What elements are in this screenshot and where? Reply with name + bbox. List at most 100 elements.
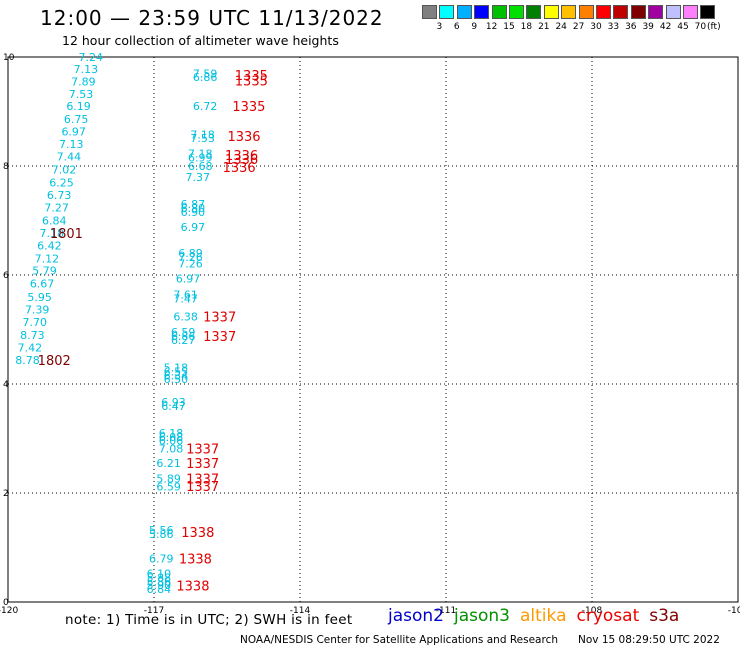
wave-height-value: 6.93 <box>161 396 186 409</box>
wave-height-value: 6.08 <box>159 431 184 444</box>
pass-number-label: 1338 <box>181 526 214 541</box>
color-scale-tick: 70 <box>694 22 707 32</box>
y-tick-label: 0 <box>3 598 9 608</box>
wave-height-value: 7.18 <box>190 128 215 141</box>
wave-height-value: 6.59 <box>171 326 196 339</box>
wave-height-value: 6.25 <box>49 176 74 189</box>
color-scale-tick: 9 <box>471 22 478 32</box>
pass-number-label: 1335 <box>235 69 268 84</box>
pass-number-label: 1336 <box>225 153 258 168</box>
x-tick-label: -120 <box>0 606 18 616</box>
wave-height-value: 6.79 <box>149 552 174 565</box>
color-scale-tick: 27 <box>572 22 585 32</box>
wave-height-value: 7.18 <box>188 147 213 160</box>
pass-number-label: 1335 <box>235 74 268 89</box>
color-swatch <box>456 5 472 19</box>
wave-height-value: 6.21 <box>156 457 181 470</box>
wave-height-value: 8.73 <box>20 329 45 342</box>
color-swatch <box>578 5 594 19</box>
pass-number-label: 1337 <box>186 472 219 487</box>
color-swatch <box>422 5 437 19</box>
x-tick-label: -117 <box>144 606 164 616</box>
color-scale-tick: 36 <box>625 22 637 32</box>
pass-number-label: 1338 <box>176 580 209 595</box>
wave-height-value: 6.10 <box>147 568 172 581</box>
wave-height-value: 6.90 <box>181 206 206 219</box>
color-scale-tick: 18 <box>520 22 533 32</box>
color-scale-tick: 3 <box>436 22 443 32</box>
wave-height-value: 6.86 <box>193 71 218 84</box>
wave-height-value: 6.34 <box>164 369 189 382</box>
pass-number-label: 1336 <box>227 130 260 145</box>
x-tick-label: -111 <box>436 606 456 616</box>
wave-height-value: 7.61 <box>173 289 198 302</box>
pass-number-label: 1336 <box>223 161 256 176</box>
y-tick-label: 10 <box>3 53 15 63</box>
axis-ticks: -120 -117 -114 -111 -108 -105 0 2 4 6 8 10 <box>0 53 740 616</box>
page-title: 12:00 — 23:59 UTC 11/13/2022 <box>40 6 384 30</box>
mission-legend-item: altika <box>520 606 567 626</box>
pass-number-label: 1801 <box>50 227 83 242</box>
credit-text: NOAA/NESDIS Center for Satellite Applica… <box>240 634 558 646</box>
color-swatch <box>683 5 698 19</box>
y-tick-label: 2 <box>3 489 9 499</box>
pass-number-label: 1338 <box>179 552 212 567</box>
y-tick-label: 6 <box>3 271 9 281</box>
wave-height-value: 7.47 <box>173 292 198 305</box>
wave-height-value: 7.26 <box>178 251 203 264</box>
x-tick-label: -108 <box>582 606 603 616</box>
color-swatch <box>509 5 524 19</box>
wave-height-value: 5.56 <box>149 524 174 537</box>
wave-height-value: 7.53 <box>190 132 215 145</box>
color-swatch <box>439 5 455 19</box>
wave-height-value: 5.86 <box>149 528 174 541</box>
pass-labels: 1335133513351336133613361336133713371337… <box>38 69 268 595</box>
mission-legend-item: s3a <box>649 606 680 626</box>
wave-height-value: 5.95 <box>27 291 52 304</box>
wave-height-value: 7.39 <box>25 303 50 316</box>
wave-height-value: 6.75 <box>64 113 89 126</box>
wave-height-value: 6.97 <box>61 126 86 139</box>
pass-number-label: 1337 <box>203 330 236 345</box>
mission-legend-item: cryosat <box>576 606 640 626</box>
color-scale-tick: 39 <box>642 22 654 32</box>
color-scale-tick: 45 <box>677 22 689 32</box>
wave-height-value: 6.27 <box>171 334 196 347</box>
color-swatch <box>526 5 542 19</box>
y-tick-label: 4 <box>3 380 9 390</box>
color-swatch <box>613 5 629 19</box>
wave-height-value: 6.89 <box>178 247 203 260</box>
wave-height-value: 6.38 <box>173 310 198 323</box>
pass-number-label: 1802 <box>38 354 71 369</box>
pass-number-label: 1336 <box>225 149 258 164</box>
x-tick-label: -114 <box>290 606 311 616</box>
color-swatch <box>700 5 716 19</box>
color-swatch <box>665 5 681 19</box>
wave-height-value: 6.06 <box>159 435 184 448</box>
wave-height-value: 7.37 <box>186 171 211 184</box>
wave-height-value: 5.90 <box>147 579 172 592</box>
wave-height-value: 6.73 <box>47 189 72 202</box>
wave-height-value: 6.19 <box>66 100 91 113</box>
pass-number-label: 1337 <box>186 480 219 495</box>
color-swatch <box>561 5 577 19</box>
mission-legend-item: jason2 <box>388 606 444 626</box>
color-scale-tick: 15 <box>503 22 515 32</box>
wave-height-value: 6.55 <box>164 365 189 378</box>
wave-height-value: 5.86 <box>147 575 172 588</box>
color-swatch <box>648 5 664 19</box>
wave-height-value: 5.79 <box>32 265 57 278</box>
wave-height-value: 6.97 <box>176 272 201 285</box>
pass-number-label: 1337 <box>186 457 219 472</box>
wave-height-value: 6.42 <box>37 240 62 253</box>
wave-height-value: 6.18 <box>159 427 184 440</box>
wave-height-value: 6.84 <box>147 583 172 596</box>
timestamp: Nov 15 08:29:50 UTC 2022 <box>578 634 720 646</box>
color-scale-tick: (ft) <box>707 22 721 32</box>
chart-subtitle: 12 hour collection of altimeter wave hei… <box>62 33 339 48</box>
color-scale-tick: 33 <box>607 22 620 32</box>
wave-height-value: 6.86 <box>171 330 196 343</box>
wave-height-value: 7.53 <box>69 88 94 101</box>
wave-height-value: 6.99 <box>188 151 213 164</box>
